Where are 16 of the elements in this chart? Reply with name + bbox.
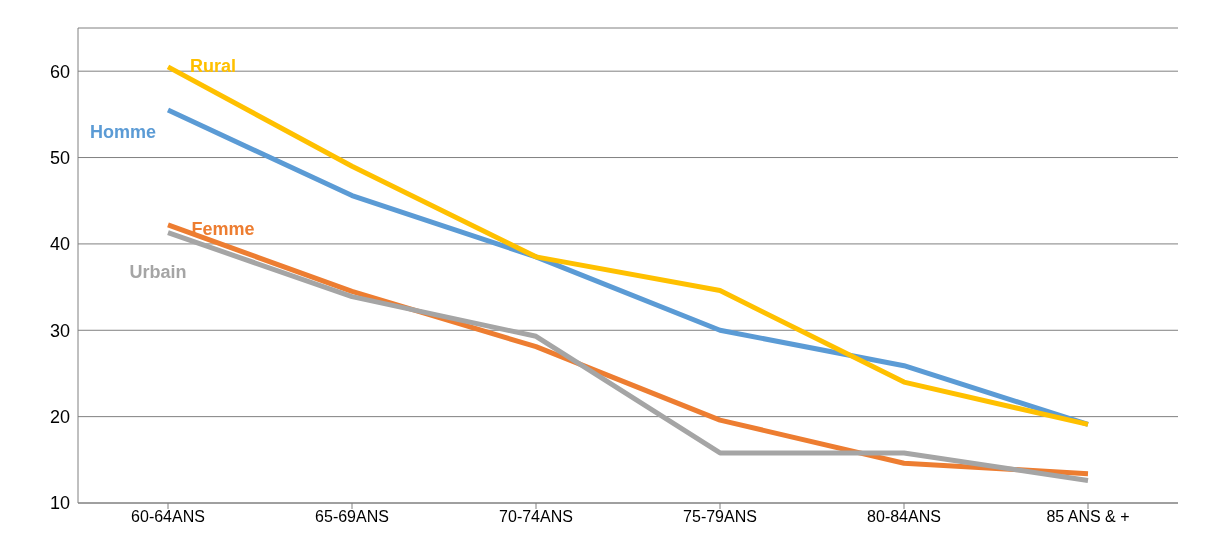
y-tick-label: 50 <box>49 147 70 168</box>
x-tick-label: 65-69ANS <box>315 508 389 526</box>
y-tick-label: 20 <box>49 407 70 428</box>
x-tick-label: 70-74ANS <box>499 508 573 526</box>
y-tick-label: 40 <box>49 234 70 255</box>
x-tick-label: 60-64ANS <box>131 508 205 526</box>
series-label: Urbain <box>129 261 187 282</box>
x-tick-label: 80-84ANS <box>867 508 941 526</box>
x-tick-label: 85 ANS & + <box>1046 508 1130 526</box>
series-label: Femme <box>191 218 255 239</box>
x-tick-label: 75-79ANS <box>683 508 757 526</box>
y-tick-label: 60 <box>49 61 70 82</box>
series-label: Homme <box>89 122 157 143</box>
y-tick-label: 30 <box>49 320 70 341</box>
y-tick-label: 10 <box>49 493 70 514</box>
series-label: Rural <box>189 55 237 76</box>
